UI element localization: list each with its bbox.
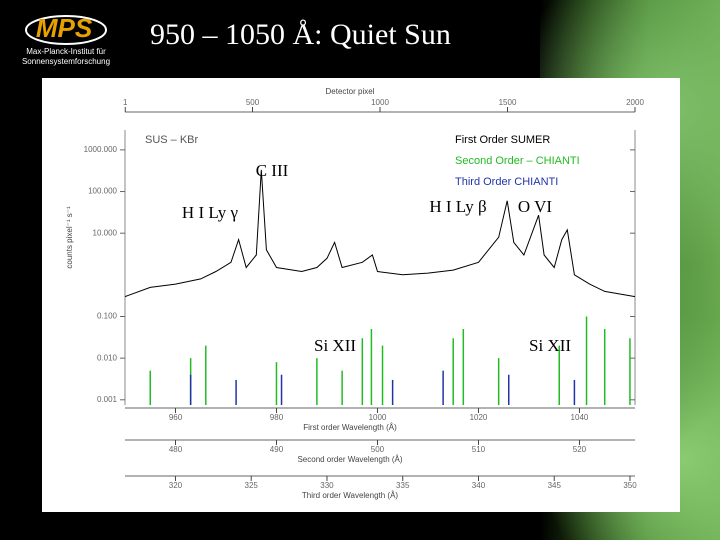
legend-entry: First Order SUMER	[455, 134, 550, 146]
legend-entry: Third Order CHIANTI	[455, 176, 558, 188]
x-tick-label: 1020	[470, 413, 488, 422]
x-tick-label: 330	[320, 481, 334, 490]
x-tick-label: 325	[245, 481, 259, 490]
x-tick-label: 2000	[626, 98, 644, 107]
x-tick-label: 980	[270, 413, 284, 422]
legend-entry: Second Order – CHIANTI	[455, 155, 580, 167]
x-tick-label: 480	[169, 445, 183, 454]
x-tick-label: 960	[169, 413, 183, 422]
line-annotation: H I Ly β	[429, 197, 486, 216]
spectrum-line	[124, 169, 636, 298]
x-tick-label: 500	[246, 98, 260, 107]
slide-title: 950 – 1050 Å: Quiet Sun	[150, 18, 451, 51]
y-tick-label: 10.000	[93, 228, 118, 237]
x-axis-label: Detector pixel	[326, 87, 375, 96]
x-tick-label: 350	[623, 481, 637, 490]
x-tick-label: 520	[573, 445, 587, 454]
x-axis-label: Third order Wavelength (Å)	[302, 491, 399, 500]
institute-name: Sonnensystemforschung	[22, 57, 110, 66]
x-tick-label: 500	[371, 445, 385, 454]
x-tick-label: 320	[169, 481, 183, 490]
x-tick-label: 1500	[499, 98, 517, 107]
x-tick-label: 1040	[571, 413, 589, 422]
line-annotation: Si XII	[314, 336, 356, 355]
y-tick-label: 0.010	[97, 353, 118, 362]
x-axis-label: First order Wavelength (Å)	[303, 423, 397, 432]
x-axis-label: Second order Wavelength (Å)	[297, 455, 402, 464]
x-tick-label: 1	[123, 98, 128, 107]
x-tick-label: 340	[472, 481, 486, 490]
x-tick-label: 345	[548, 481, 562, 490]
institute-name: Max-Planck-Institut für	[26, 47, 106, 56]
x-tick-label: 510	[472, 445, 486, 454]
x-tick-label: 490	[270, 445, 284, 454]
y-axis-label: counts pixel⁻¹ s⁻¹	[65, 206, 74, 269]
line-annotation: H I Ly γ	[182, 203, 239, 222]
line-annotation: O VI	[518, 197, 552, 216]
instrument-label: SUS – KBr	[145, 134, 199, 146]
line-annotation: C III	[256, 161, 289, 180]
y-tick-label: 0.001	[97, 395, 118, 404]
y-tick-label: 100.000	[88, 187, 117, 196]
logo: MPS Max-Planck-Institut für Sonnensystem…	[22, 13, 110, 66]
x-tick-label: 1000	[369, 413, 387, 422]
x-tick-label: 1000	[371, 98, 389, 107]
line-annotation: Si XII	[529, 336, 571, 355]
y-tick-label: 1000.000	[84, 145, 118, 154]
x-tick-label: 335	[396, 481, 410, 490]
y-tick-label: 0.100	[97, 312, 118, 321]
logo-text: MPS	[36, 13, 93, 43]
